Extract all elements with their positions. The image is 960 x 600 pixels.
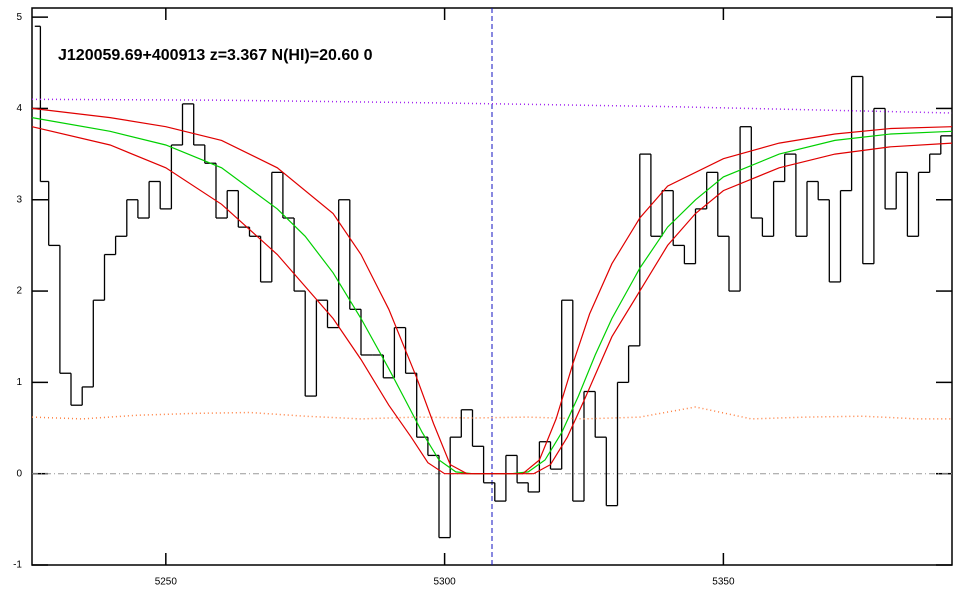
- y-tick-label: 3: [16, 194, 22, 205]
- fit-curve: [31, 126, 953, 475]
- y-tick-label: 0: [16, 468, 22, 479]
- reference-curve: [31, 98, 953, 114]
- x-tick-label: 5250: [155, 577, 178, 588]
- y-tick-label: 4: [16, 103, 22, 114]
- x-tick-label: 5350: [712, 577, 735, 588]
- y-tick-label: 2: [16, 286, 22, 297]
- y-tick-label: 5: [16, 12, 22, 23]
- reference-curve: [31, 406, 952, 420]
- chart-title: J120059.69+400913 z=3.367 N(HI)=20.60 0: [58, 47, 373, 64]
- y-tick-label: 1: [16, 377, 22, 388]
- y-tick-label: -1: [13, 560, 22, 571]
- flux-connector: [39, 26, 942, 538]
- x-tick-label: 5300: [433, 577, 456, 588]
